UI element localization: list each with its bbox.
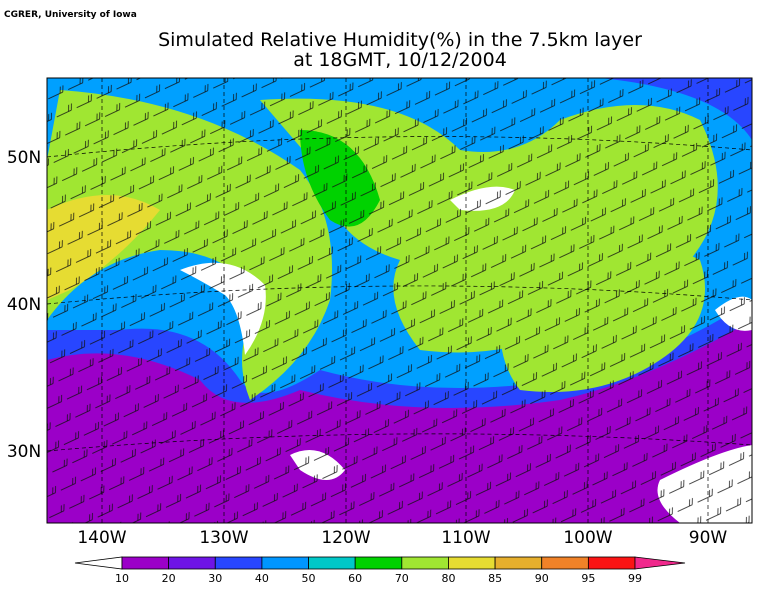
colorbar-swatch [308,556,356,570]
colorbar-label: 70 [395,572,409,585]
title-line: at 18GMT, 10/12/2004 [293,49,507,71]
colorbar-swatch [494,556,543,570]
colorbar-swatch [448,556,496,570]
map-frame [46,77,753,524]
lon-label: 100W [563,528,612,548]
lat-label: 50N [7,148,41,168]
colorbar-label: 10 [115,572,129,585]
colorbar-above [634,556,686,570]
lon-label: 140W [77,528,126,548]
credit: CGRER, University of Iowa [4,10,137,20]
colorbar-swatch [214,556,263,570]
title-line: Simulated Relative Humidity(%) in the 7.… [158,29,642,51]
colorbar-swatch [354,556,403,570]
colorbar-label: 50 [302,572,316,585]
colorbar-label: 20 [162,572,176,585]
colorbar-swatch [587,556,636,570]
lon-label: 90W [689,528,728,548]
colorbar-label: 99 [628,572,642,585]
colorbar-swatch [168,556,216,570]
lon-label: 110W [441,528,490,548]
lat-label: 30N [7,442,41,462]
colorbar-swatch [541,556,589,570]
colorbar-label: 90 [535,572,549,585]
colorbar-label: 40 [255,572,269,585]
colorbar-label: 95 [581,572,595,585]
lat-label: 40N [7,295,41,315]
humidity-field [47,78,752,523]
colorbar-label: 60 [348,572,362,585]
colorbar-swatch [261,556,309,570]
colorbar-label: 30 [208,572,222,585]
lon-label: 130W [199,528,248,548]
colorbar-label: 85 [488,572,502,585]
colorbar-below [74,556,123,570]
colorbar-swatch [401,556,449,570]
colorbar-label: 80 [441,572,455,585]
lon-label: 120W [321,528,370,548]
colorbar-swatch [121,556,170,570]
